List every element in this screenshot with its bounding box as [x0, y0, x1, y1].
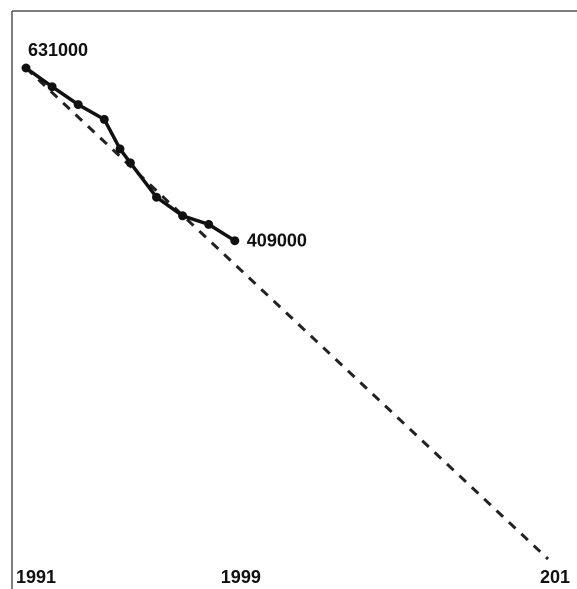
data-point — [125, 158, 135, 168]
actual-line — [24, 66, 236, 243]
x-tick-label: 1999 — [221, 567, 261, 587]
data-point — [115, 144, 125, 154]
data-point — [230, 236, 240, 246]
data-point — [21, 63, 31, 73]
series-layer — [21, 63, 550, 561]
label-layer: 631000 409000 — [28, 40, 307, 251]
data-point — [152, 192, 161, 202]
data-label: 631000 — [28, 40, 88, 60]
data-point — [99, 114, 109, 124]
data-point — [204, 219, 214, 229]
data-point — [178, 211, 188, 221]
x-tick-label: 1991 — [16, 567, 56, 587]
x-tick-label: 201 — [540, 567, 570, 587]
data-label: 409000 — [247, 231, 307, 251]
data-point — [73, 100, 83, 110]
trend-line — [24, 66, 550, 561]
x-axis-ticks: 1991 1999 201 — [16, 567, 570, 587]
data-point — [47, 82, 57, 92]
